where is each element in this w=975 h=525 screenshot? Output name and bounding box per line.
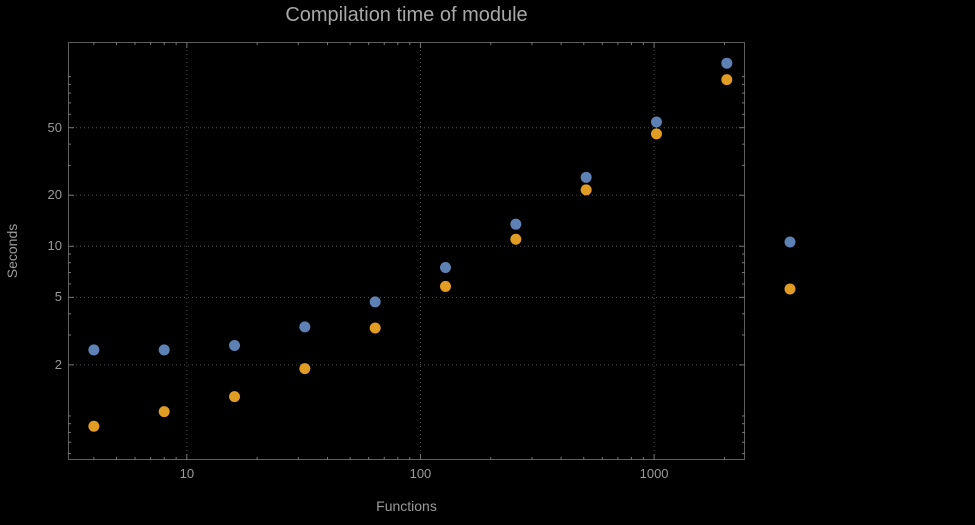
y-tick-label: 20	[47, 187, 62, 203]
legend-marker-series-1	[784, 236, 796, 248]
point-series-1	[299, 321, 311, 333]
point-series-2	[229, 391, 241, 403]
point-series-1	[650, 116, 662, 128]
point-series-1	[229, 340, 241, 352]
point-series-1	[88, 344, 100, 356]
point-series-2	[88, 420, 100, 432]
point-series-2	[440, 280, 452, 292]
y-tick-label: 50	[47, 119, 62, 135]
point-series-2	[158, 406, 170, 418]
x-tick-label: 10	[179, 466, 195, 481]
point-series-2	[299, 363, 311, 375]
point-series-2	[510, 233, 522, 245]
chart-title: Compilation time of module	[285, 4, 528, 26]
point-series-2	[580, 184, 592, 196]
x-tick-label: 100	[409, 466, 432, 481]
y-tick-label: 10	[47, 238, 62, 254]
point-series-1	[369, 296, 381, 308]
x-tick-label: 1000	[639, 466, 669, 481]
point-series-2	[650, 128, 662, 140]
y-tick-label: 2	[54, 356, 62, 372]
point-series-1	[721, 57, 733, 69]
x-axis-label: Functions	[376, 498, 437, 514]
point-series-1	[510, 218, 522, 230]
legend-marker-series-2	[784, 283, 796, 295]
y-tick-label: 5	[54, 289, 62, 305]
plot-frame	[68, 42, 745, 460]
point-series-2	[721, 74, 733, 86]
point-series-1	[158, 344, 170, 356]
point-series-1	[440, 261, 452, 273]
point-series-1	[580, 171, 592, 183]
point-series-2	[369, 322, 381, 334]
